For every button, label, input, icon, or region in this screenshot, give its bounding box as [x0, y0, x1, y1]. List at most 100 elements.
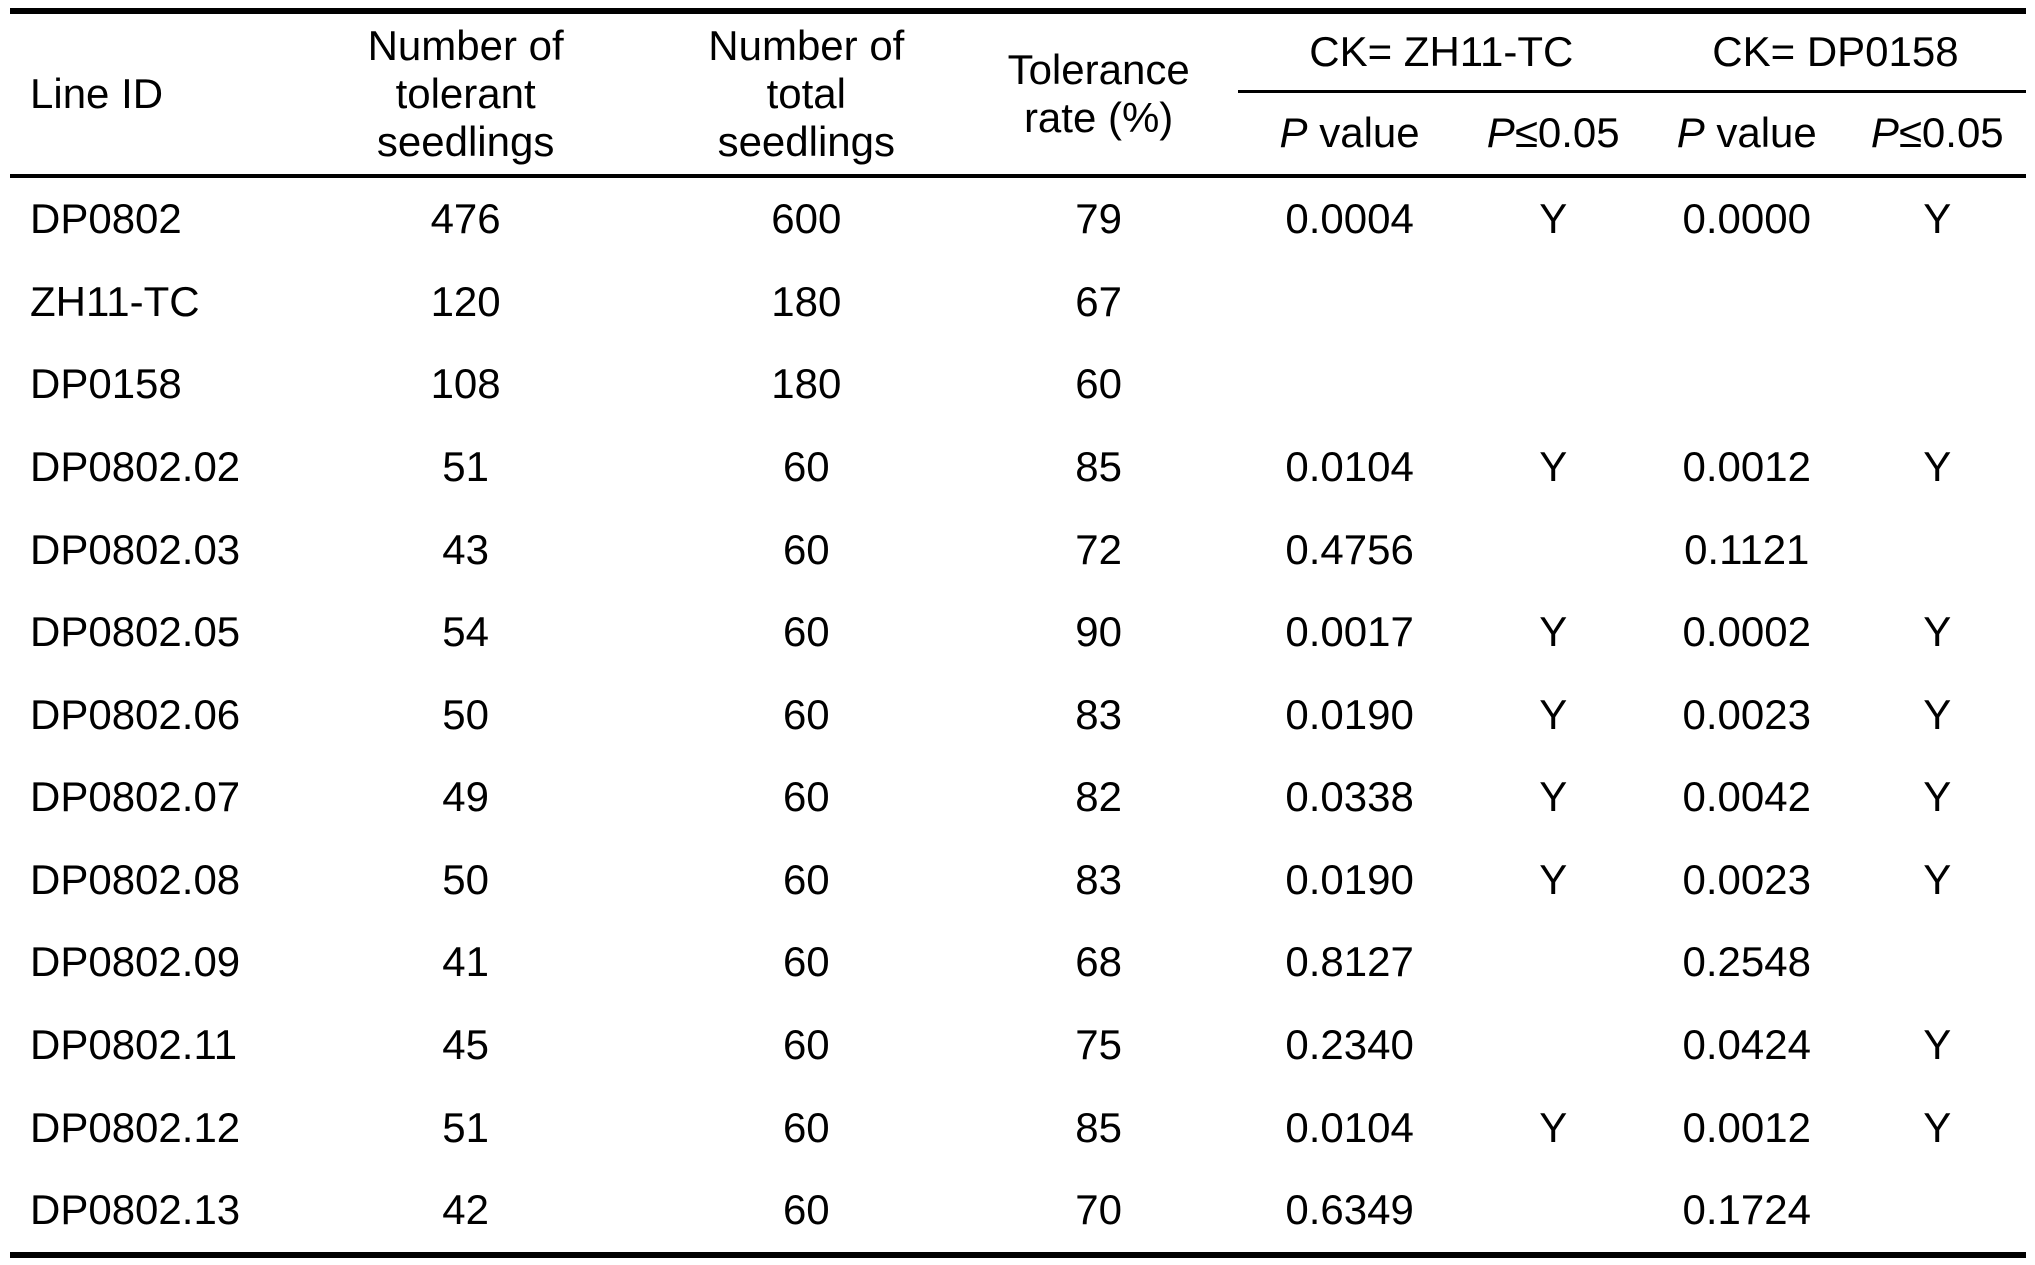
cell-p-value-ck1 — [1238, 261, 1462, 344]
cell-sig-ck1 — [1461, 343, 1644, 426]
cell-total: 600 — [771, 195, 842, 243]
cell-p-value-ck2 — [1645, 261, 1849, 344]
cell-line-id: ZH11-TC — [30, 277, 200, 325]
cell-total: 180 — [771, 277, 842, 325]
header-total-seedlings: Number of total seedlings — [708, 21, 905, 166]
cell-total: 60 — [782, 442, 830, 490]
cell-rate: 68 — [1075, 938, 1122, 986]
cell-p-value-ck1: 0.0017 — [1285, 608, 1414, 656]
header-tolerance-rate: Tolerance rate (%) — [1007, 45, 1190, 141]
cell-sig-ck2: Y — [1923, 442, 1952, 490]
cell-total: 60 — [782, 1103, 830, 1151]
cell-line-id: DP0802.08 — [30, 855, 241, 903]
p-value-label: value — [1704, 109, 1817, 157]
cell-p-value-ck2: 0.0012 — [1682, 1103, 1811, 1151]
header-tolerant-seedlings: Number of tolerant seedlings — [367, 21, 564, 166]
cell-tolerant: 476 — [430, 195, 501, 243]
header-p-threshold-ck2: P≤0.05 — [1849, 91, 2026, 176]
cell-line-id: DP0802.05 — [30, 608, 241, 656]
tolerance-results-table: Line ID Number of tolerant seedlings Num… — [10, 8, 2026, 1258]
p-threshold-label: ≤0.05 — [1514, 109, 1620, 157]
header-ck-zh11-tc: CK= ZH11-TC — [1237, 11, 1645, 93]
cell-p-value-ck2: 0.0002 — [1682, 608, 1811, 656]
cell-sig-ck2 — [1849, 261, 2026, 344]
cell-rate: 79 — [1075, 195, 1122, 243]
cell-rate: 90 — [1075, 608, 1122, 656]
cell-tolerant: 50 — [442, 855, 489, 903]
cell-tolerant: 120 — [430, 277, 501, 325]
cell-line-id: DP0802.07 — [30, 773, 241, 821]
table-row: DP0802.06 50 60 83 0.0190 Y 0.0023 Y — [10, 674, 2026, 757]
cell-tolerant: 49 — [442, 773, 489, 821]
cell-line-id: DP0802.02 — [30, 442, 241, 490]
table-row: DP0158 108 180 60 — [10, 343, 2026, 426]
cell-rate: 70 — [1075, 1186, 1122, 1234]
cell-line-id: DP0158 — [30, 360, 182, 408]
cell-total: 60 — [782, 938, 830, 986]
table-row: DP0802.13 42 60 70 0.6349 0.1724 — [10, 1169, 2026, 1255]
p-threshold-label: ≤0.05 — [1898, 109, 2004, 157]
cell-p-value-ck1: 0.0190 — [1285, 690, 1414, 738]
cell-sig-ck1 — [1461, 261, 1644, 344]
header-row-subcolumns: P value P≤0.05 P value P≤0.05 — [10, 91, 2026, 176]
cell-sig-ck2 — [1849, 1169, 2026, 1255]
cell-p-value-ck1: 0.2340 — [1285, 1021, 1414, 1069]
cell-sig-ck1: Y — [1539, 773, 1568, 821]
cell-total: 60 — [782, 1186, 830, 1234]
header-p-value-ck2: P value — [1645, 91, 1849, 176]
cell-p-value-ck2 — [1645, 343, 1849, 426]
cell-p-value-ck2: 0.0012 — [1682, 442, 1811, 490]
cell-sig-ck1 — [1461, 1004, 1644, 1087]
cell-p-value-ck2: 0.1121 — [1684, 525, 1810, 573]
cell-p-value-ck2: 0.1724 — [1682, 1186, 1811, 1234]
cell-tolerant: 45 — [442, 1021, 489, 1069]
cell-sig-ck2: Y — [1923, 195, 1952, 243]
cell-p-value-ck1: 0.4756 — [1285, 525, 1414, 573]
cell-p-value-ck2: 0.0023 — [1682, 855, 1811, 903]
cell-p-value-ck1 — [1238, 343, 1462, 426]
cell-p-value-ck1: 0.0190 — [1285, 855, 1414, 903]
cell-sig-ck1 — [1461, 1169, 1644, 1255]
cell-tolerant: 42 — [442, 1186, 489, 1234]
cell-rate: 72 — [1075, 525, 1122, 573]
table-row: DP0802.07 49 60 82 0.0338 Y 0.0042 Y — [10, 756, 2026, 839]
cell-sig-ck2: Y — [1923, 855, 1952, 903]
cell-sig-ck2: Y — [1923, 773, 1952, 821]
cell-total: 60 — [782, 855, 830, 903]
cell-sig-ck2: Y — [1923, 690, 1952, 738]
cell-rate: 67 — [1075, 277, 1122, 325]
cell-line-id: DP0802.06 — [30, 690, 241, 738]
p-symbol: P — [1676, 109, 1705, 157]
table-row: DP0802.11 45 60 75 0.2340 0.0424 Y — [10, 1004, 2026, 1087]
cell-sig-ck2 — [1849, 508, 2026, 591]
table-row: ZH11-TC 120 180 67 — [10, 261, 2026, 344]
cell-rate: 83 — [1075, 690, 1122, 738]
cell-tolerant: 54 — [442, 608, 489, 656]
cell-p-value-ck2: 0.0042 — [1682, 773, 1811, 821]
cell-total: 180 — [771, 360, 842, 408]
table-row: DP0802.08 50 60 83 0.0190 Y 0.0023 Y — [10, 839, 2026, 922]
cell-rate: 60 — [1075, 360, 1122, 408]
header-p-threshold-ck1: P≤0.05 — [1461, 91, 1644, 176]
cell-p-value-ck1: 0.8127 — [1285, 938, 1414, 986]
cell-rate: 75 — [1075, 1021, 1122, 1069]
cell-sig-ck1: Y — [1539, 1103, 1568, 1151]
header-ck-dp0158: CK= DP0158 — [1644, 11, 2026, 93]
p-symbol: P — [1870, 109, 1899, 157]
cell-total: 60 — [782, 773, 830, 821]
cell-rate: 82 — [1075, 773, 1122, 821]
table-body: DP0802 476 600 79 0.0004 Y 0.0000 Y ZH11-TC 120 18… — [10, 176, 2026, 1255]
cell-p-value-ck2: 0.0424 — [1682, 1021, 1811, 1069]
cell-line-id: DP0802 — [30, 195, 182, 243]
table-row: DP0802.09 41 60 68 0.8127 0.2548 — [10, 921, 2026, 1004]
cell-sig-ck2 — [1849, 343, 2026, 426]
cell-sig-ck2: Y — [1923, 1021, 1952, 1069]
cell-sig-ck2: Y — [1923, 608, 1952, 656]
table-row: DP0802.05 54 60 90 0.0017 Y 0.0002 Y — [10, 591, 2026, 674]
cell-tolerant: 108 — [430, 360, 501, 408]
cell-total: 60 — [782, 1021, 830, 1069]
cell-sig-ck1 — [1461, 921, 1644, 1004]
table-row: DP0802 476 600 79 0.0004 Y 0.0000 Y — [10, 176, 2026, 261]
cell-rate: 85 — [1075, 442, 1122, 490]
cell-p-value-ck2: 0.2548 — [1682, 938, 1811, 986]
